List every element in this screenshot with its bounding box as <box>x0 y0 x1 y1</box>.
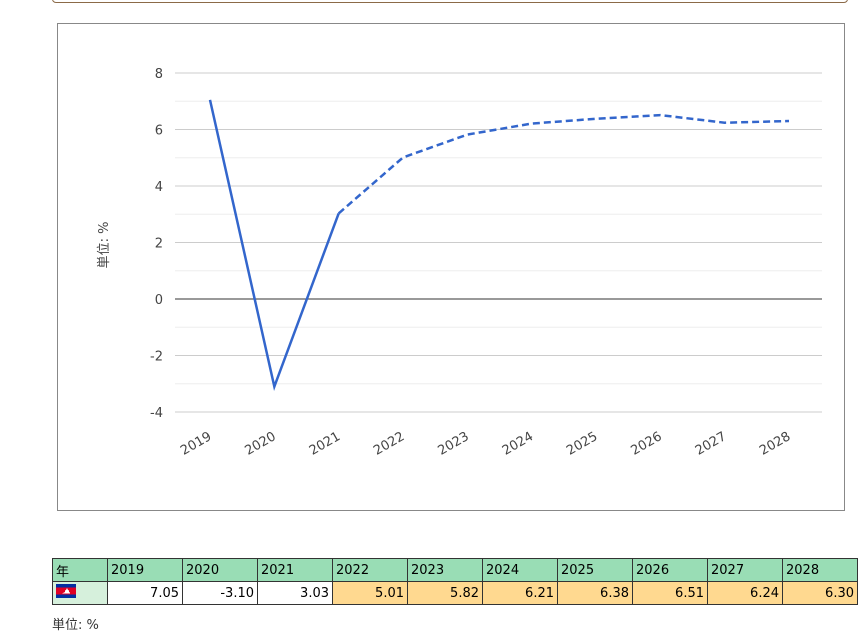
year-header: 2025 <box>557 558 633 582</box>
y-tick-label: 6 <box>155 124 163 139</box>
value-cell: -3.10 <box>182 581 258 605</box>
data-table: 年 2019 2020 2021 2022 2023 2024 2025 2026 2027 202… <box>52 558 858 605</box>
value-cell: 6.38 <box>557 581 633 605</box>
x-tick-label: 2028 <box>757 429 793 459</box>
flag-cell <box>52 581 108 605</box>
x-tick-label: 2021 <box>307 429 343 459</box>
y-tick-label: 2 <box>155 237 163 252</box>
value-cell: 6.24 <box>707 581 783 605</box>
data-row: 7.05 -3.10 3.03 5.01 5.82 6.21 6.38 6.51 6.24 6.3… <box>52 581 858 605</box>
year-header: 2028 <box>782 558 858 582</box>
year-header: 2023 <box>407 558 483 582</box>
y-axis-title: 単位: % <box>96 222 112 269</box>
x-tick-label: 2026 <box>629 429 665 459</box>
header-row: 年 2019 2020 2021 2022 2023 2024 2025 2026 2027 202… <box>52 558 858 582</box>
x-tick-label: 2022 <box>371 429 407 459</box>
value-cell: 3.03 <box>257 581 333 605</box>
y-tick-label: -2 <box>150 350 163 365</box>
x-tick-label: 2020 <box>243 429 279 459</box>
flag <box>56 584 76 598</box>
y-tick-label: 8 <box>155 67 163 82</box>
x-tick-label: 2025 <box>564 429 600 459</box>
y-tick-label: -4 <box>150 406 163 421</box>
x-tick-label: 2019 <box>178 429 214 459</box>
value-cell: 5.01 <box>332 581 408 605</box>
year-header: 2024 <box>482 558 558 582</box>
value-cell: 6.51 <box>632 581 708 605</box>
value-cell: 6.21 <box>482 581 558 605</box>
y-tick-label: 0 <box>155 293 163 308</box>
year-header: 2019 <box>107 558 183 582</box>
year-header: 2021 <box>257 558 333 582</box>
line-series <box>337 113 790 215</box>
value-cell: 6.30 <box>782 581 858 605</box>
corner-header: 年 <box>52 558 108 582</box>
year-header: 2022 <box>332 558 408 582</box>
line-series <box>208 99 340 391</box>
value-cell: 7.05 <box>107 581 183 605</box>
x-tick-label: 2023 <box>436 429 472 459</box>
unit-note: 単位: % <box>52 618 99 633</box>
x-tick-label: 2024 <box>500 429 536 459</box>
x-tick-label: 2027 <box>693 429 729 459</box>
chart-frame <box>57 23 845 511</box>
year-header: 2027 <box>707 558 783 582</box>
chart: 単位: % -4 -2 0 2 4 6 8 2019 2020 2021 2022 2023 2024 2… <box>96 67 822 459</box>
year-header: 2026 <box>632 558 708 582</box>
y-tick-label: 4 <box>155 180 163 195</box>
value-cell: 5.82 <box>407 581 483 605</box>
year-header: 2020 <box>182 558 258 582</box>
